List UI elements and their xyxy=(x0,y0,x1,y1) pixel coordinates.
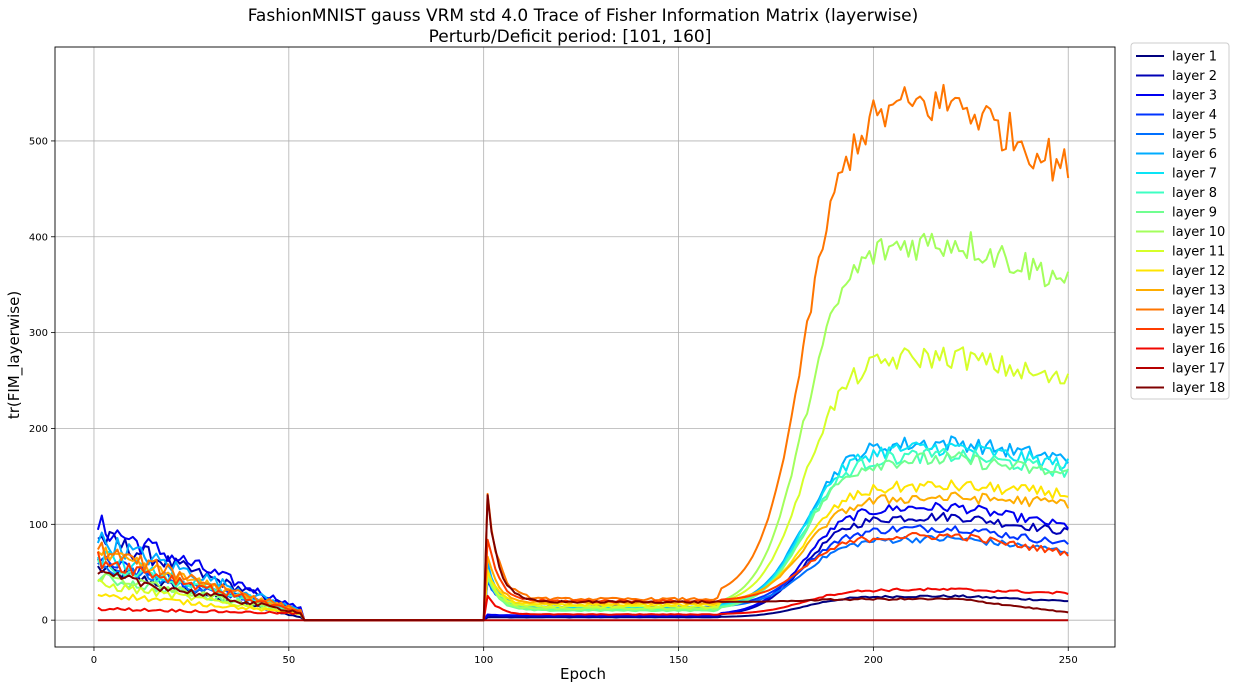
x-tick-label: 100 xyxy=(474,655,493,666)
y-tick-label: 100 xyxy=(29,520,48,531)
legend-label: layer 18 xyxy=(1172,381,1225,396)
series-line xyxy=(96,532,1069,622)
series-line xyxy=(97,587,1069,622)
plot-frame xyxy=(54,46,1116,648)
legend-label: layer 4 xyxy=(1172,108,1217,123)
x-tick-label: 0 xyxy=(91,655,97,666)
legend-label: layer 6 xyxy=(1172,147,1217,162)
legend-label: layer 13 xyxy=(1172,284,1225,299)
legend-label: layer 5 xyxy=(1172,128,1217,143)
legend-label: layer 10 xyxy=(1172,225,1225,240)
legend-label: layer 8 xyxy=(1172,186,1217,201)
legend-label: layer 15 xyxy=(1172,323,1225,338)
y-tick-label: 0 xyxy=(42,616,48,627)
x-axis-label: Epoch xyxy=(560,665,606,683)
axis-ticks: 0 50 100 150 200 250 0 100 200 300 400 500 xyxy=(29,136,1078,666)
legend-label: layer 7 xyxy=(1172,167,1217,182)
y-tick-label: 400 xyxy=(29,232,48,243)
x-tick-label: 200 xyxy=(864,655,883,666)
legend-label: layer 16 xyxy=(1172,342,1225,357)
y-tick-label: 200 xyxy=(29,424,48,435)
legend-label: layer 3 xyxy=(1172,89,1217,104)
legend-label: layer 2 xyxy=(1172,69,1217,84)
x-tick-label: 250 xyxy=(1059,655,1078,666)
legend-label: layer 17 xyxy=(1172,362,1225,377)
y-axis-label: tr(FIM_layerwise) xyxy=(5,291,24,419)
legend-label: layer 1 xyxy=(1172,50,1217,65)
legend-label: layer 12 xyxy=(1172,264,1225,279)
chart-subtitle: Perturb/Deficit period: [101, 160] xyxy=(429,27,712,47)
y-tick-label: 500 xyxy=(29,136,48,147)
legend-label: layer 11 xyxy=(1172,245,1225,260)
legend-label: layer 9 xyxy=(1172,206,1217,221)
series-line xyxy=(97,346,1070,622)
grid-lines xyxy=(55,47,1115,647)
x-tick-label: 150 xyxy=(669,655,688,666)
chart-title: FashionMNIST gauss VRM std 4.0 Trace of … xyxy=(248,6,919,26)
series-line xyxy=(97,479,1069,622)
series-line xyxy=(97,494,1069,622)
legend-label: layer 14 xyxy=(1172,303,1225,318)
y-tick-label: 300 xyxy=(29,328,48,339)
x-tick-label: 50 xyxy=(282,655,295,666)
series-line xyxy=(97,231,1070,622)
legend: layer 1 layer 2 layer 3 layer 4 layer 5 layer… xyxy=(1130,42,1230,400)
series-lines xyxy=(96,83,1070,622)
